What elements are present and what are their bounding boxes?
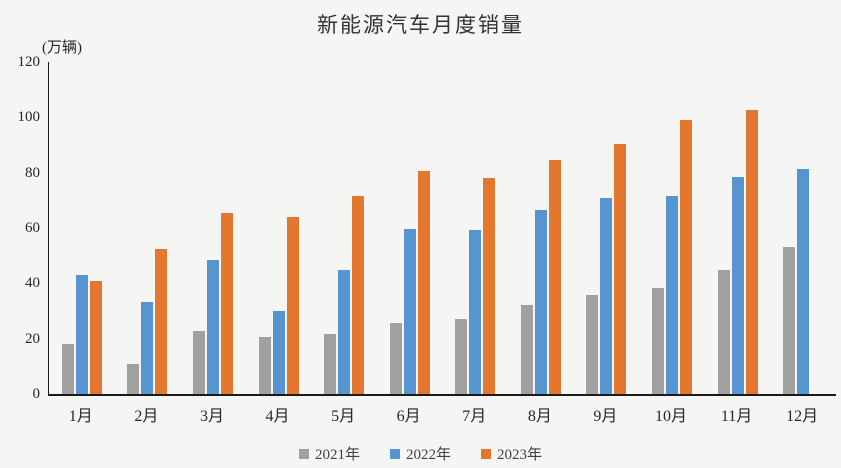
bar-2022年-5月	[338, 270, 351, 394]
x-tick-10月: 10月	[654, 408, 687, 425]
bar-2022年-11月	[731, 176, 744, 394]
bar-group-3月	[180, 62, 246, 394]
bar-group-9月	[574, 62, 640, 394]
bar-2022年-7月	[469, 229, 482, 394]
bar-group-7月	[442, 62, 508, 394]
bar-2023年-6月	[417, 171, 430, 394]
legend-swatch-2022年	[389, 448, 400, 459]
bar-2021年-12月	[783, 247, 796, 394]
bar-2021年-7月	[455, 319, 468, 394]
bar-2022年-4月	[272, 311, 285, 394]
bar-2022年-9月	[600, 198, 613, 394]
x-tick-6月: 6月	[396, 408, 421, 425]
x-tick-8月: 8月	[527, 408, 552, 425]
y-tick-80: 80	[25, 164, 40, 181]
y-tick-20: 20	[25, 330, 40, 347]
bar-group-2月	[115, 62, 181, 394]
bar-2023年-10月	[679, 120, 692, 394]
bar-2023年-3月	[220, 213, 233, 394]
y-tick-60: 60	[25, 220, 40, 236]
bar-group-12月	[770, 62, 836, 394]
legend-swatch-2023年	[481, 448, 491, 459]
bar-group-11月	[705, 62, 771, 394]
legend-item-2023年: 2023年	[481, 443, 542, 464]
y-tick-100: 100	[17, 109, 41, 126]
x-tick-7月: 7月	[462, 408, 487, 425]
bar-2023年-2月	[155, 248, 168, 394]
bar-2021年-8月	[520, 305, 533, 394]
legend: 2021年 2022年 2023年	[0, 443, 841, 464]
bar-2023年-4月	[286, 216, 299, 394]
x-tick-12月: 12月	[786, 408, 819, 425]
legend-swatch-2021年	[298, 448, 309, 459]
bar-2021年-6月	[389, 323, 402, 394]
bar-group-1月	[49, 62, 115, 394]
bar-2021年-4月	[258, 337, 271, 394]
bar-group-6月	[377, 62, 443, 394]
y-tick-40: 40	[25, 275, 40, 292]
bar-2022年-1月	[75, 274, 88, 394]
chart-title: 新能源汽车月度销量	[317, 13, 524, 37]
x-tick-1月: 1月	[68, 408, 93, 425]
x-axis-tick-labels: 1月 2月 3月 4月 5月 6月 7月 8月 9月 10月 11月 12月	[48, 402, 835, 426]
legend-label-2023年: 2023年	[497, 447, 543, 463]
bar-2023年-11月	[745, 110, 758, 394]
bar-2021年-1月	[61, 344, 74, 394]
bar-group-10月	[639, 62, 705, 394]
bar-2021年-2月	[127, 363, 140, 394]
bar-2021年-9月	[586, 295, 599, 394]
plot-area	[48, 62, 836, 396]
y-axis-unit-label: (万辆)	[42, 40, 82, 56]
bar-groups	[49, 62, 836, 394]
bar-2022年-2月	[141, 301, 154, 394]
bar-group-4月	[246, 62, 312, 394]
bar-2023年-9月	[614, 143, 627, 394]
x-tick-3月: 3月	[199, 408, 224, 425]
bar-2021年-5月	[324, 333, 337, 394]
bar-2021年-10月	[651, 288, 664, 394]
x-tick-2月: 2月	[134, 408, 159, 425]
x-tick-9月: 9月	[593, 408, 618, 425]
legend-item-2021年: 2021年	[298, 443, 360, 464]
y-tick-120: 120	[17, 54, 41, 70]
x-tick-11月: 11月	[720, 408, 753, 425]
bar-2021年-11月	[717, 269, 730, 394]
bar-2022年-3月	[206, 260, 219, 394]
legend-item-2022年: 2022年	[389, 443, 451, 464]
bar-group-8月	[508, 62, 574, 394]
bar-2022年-10月	[665, 196, 678, 394]
bar-2023年-5月	[352, 195, 365, 394]
y-tick-0: 0	[32, 386, 41, 402]
bar-2023年-1月	[89, 281, 102, 394]
bar-2023年-8月	[548, 159, 561, 394]
bar-2022年-12月	[797, 168, 810, 394]
legend-label-2022年: 2022年	[405, 447, 451, 463]
bar-2021年-3月	[192, 331, 205, 394]
legend-label-2021年: 2021年	[314, 447, 360, 463]
x-tick-5月: 5月	[331, 408, 356, 425]
x-tick-4月: 4月	[265, 408, 290, 425]
bar-2023年-7月	[483, 178, 496, 394]
bar-2022年-6月	[403, 229, 416, 394]
bar-group-5月	[311, 62, 377, 394]
bar-2022年-8月	[534, 209, 547, 394]
